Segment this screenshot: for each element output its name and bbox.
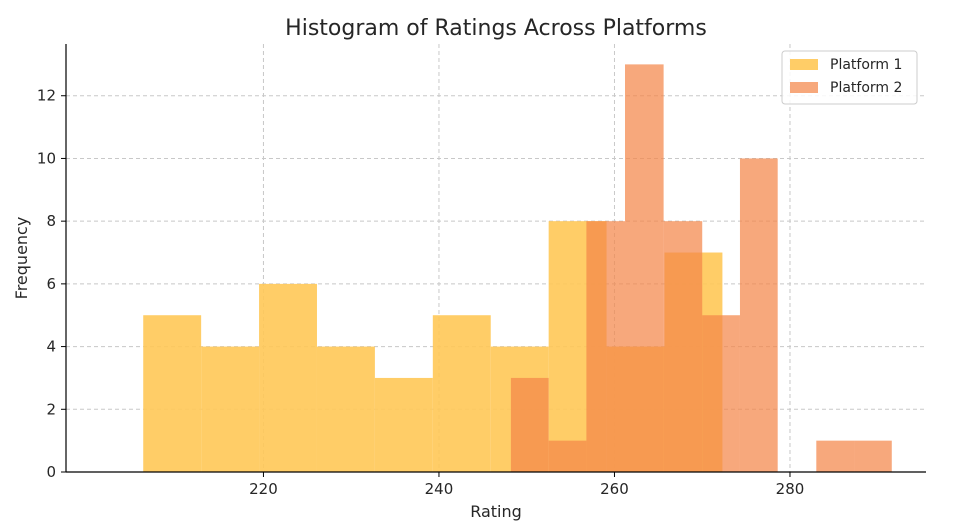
bar-series-1 bbox=[259, 283, 317, 472]
x-tick-label: 260 bbox=[600, 480, 629, 498]
bar-series-1 bbox=[201, 346, 260, 472]
bar-series-2 bbox=[625, 64, 664, 472]
y-tick-label: 0 bbox=[46, 463, 56, 481]
x-tick-label: 220 bbox=[249, 480, 278, 498]
bar-series-1 bbox=[316, 346, 375, 472]
bar-series-2 bbox=[586, 221, 625, 472]
histogram-bars bbox=[143, 64, 892, 472]
bar-series-2 bbox=[548, 440, 587, 472]
y-tick-label: 10 bbox=[37, 149, 56, 167]
bar-series-2 bbox=[816, 440, 855, 472]
y-tick-label: 4 bbox=[46, 338, 56, 356]
y-tick-label: 2 bbox=[46, 400, 56, 418]
y-tick-label: 8 bbox=[46, 212, 56, 230]
bar-series-2 bbox=[739, 158, 778, 472]
legend: Platform 1 Platform 2 bbox=[781, 50, 918, 105]
bar-series-1 bbox=[432, 315, 491, 472]
bar-series-2 bbox=[510, 377, 549, 472]
bar-series-1 bbox=[374, 377, 433, 472]
x-tick-label: 240 bbox=[425, 480, 454, 498]
y-tick-label: 6 bbox=[46, 275, 56, 293]
legend-swatch bbox=[790, 59, 818, 70]
y-tick-label: 12 bbox=[37, 87, 56, 105]
x-axis-label: Rating bbox=[470, 502, 522, 521]
bar-series-2 bbox=[663, 221, 703, 472]
y-axis-label: Frequency bbox=[12, 217, 31, 300]
legend-label: Platform 1 bbox=[830, 57, 902, 73]
y-ticks: 0 2 4 6 8 10 12 bbox=[37, 87, 66, 481]
axes bbox=[65, 44, 926, 473]
x-ticks: 220 240 260 280 bbox=[249, 472, 804, 498]
chart-title: Histogram of Ratings Across Platforms bbox=[285, 16, 707, 41]
bar-series-2 bbox=[702, 315, 740, 472]
x-tick-label: 280 bbox=[776, 480, 805, 498]
legend-label: Platform 2 bbox=[830, 80, 902, 96]
bar-series-1 bbox=[143, 315, 202, 472]
bar-series-2 bbox=[854, 440, 892, 472]
legend-swatch bbox=[790, 82, 818, 93]
